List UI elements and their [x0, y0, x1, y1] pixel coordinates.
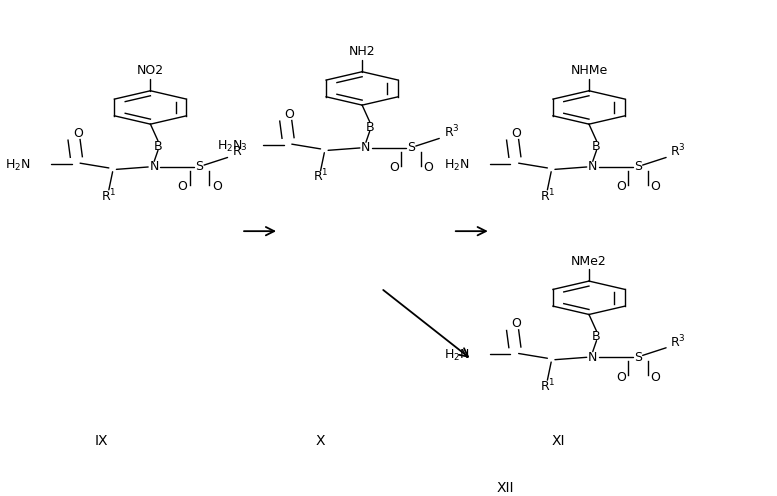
Text: H$_2$N: H$_2$N — [444, 158, 469, 173]
Text: N: N — [588, 161, 598, 174]
Text: O: O — [511, 317, 521, 330]
Text: O: O — [177, 181, 187, 193]
Text: XI: XI — [552, 434, 566, 447]
Text: R$^3$: R$^3$ — [444, 124, 459, 140]
Text: R$^1$: R$^1$ — [101, 187, 117, 204]
Text: NHMe: NHMe — [570, 64, 608, 77]
Text: NH2: NH2 — [349, 45, 375, 58]
Text: S: S — [196, 161, 204, 174]
Text: IX: IX — [95, 434, 108, 447]
Text: H$_2$N: H$_2$N — [5, 158, 31, 173]
Text: O: O — [650, 181, 660, 193]
Text: O: O — [389, 161, 399, 175]
Text: B: B — [592, 330, 601, 343]
Text: S: S — [634, 351, 642, 364]
Text: O: O — [212, 181, 222, 193]
Text: O: O — [616, 371, 625, 384]
Text: H$_2$N: H$_2$N — [444, 348, 469, 364]
Text: N: N — [149, 161, 159, 174]
Text: N: N — [361, 141, 371, 154]
Text: R$^3$: R$^3$ — [671, 143, 686, 160]
Text: R$^3$: R$^3$ — [232, 143, 248, 160]
Text: R$^1$: R$^1$ — [539, 187, 555, 204]
Text: XII: XII — [497, 481, 514, 495]
Text: NO2: NO2 — [137, 64, 164, 77]
Text: H$_2$N: H$_2$N — [217, 139, 242, 154]
Text: O: O — [616, 181, 625, 193]
Text: S: S — [634, 161, 642, 174]
Text: O: O — [650, 371, 660, 384]
Text: O: O — [73, 126, 83, 140]
Text: B: B — [592, 140, 601, 153]
Text: O: O — [423, 161, 434, 175]
Text: O: O — [511, 126, 521, 140]
Text: NMe2: NMe2 — [571, 254, 607, 267]
Text: O: O — [284, 108, 294, 121]
Text: X: X — [315, 434, 326, 447]
Text: R$^3$: R$^3$ — [671, 333, 686, 350]
Text: S: S — [407, 141, 415, 154]
Text: R$^1$: R$^1$ — [313, 168, 329, 185]
Text: N: N — [588, 351, 598, 364]
Text: R$^1$: R$^1$ — [539, 377, 555, 394]
Text: B: B — [154, 140, 162, 153]
Text: B: B — [365, 121, 374, 134]
